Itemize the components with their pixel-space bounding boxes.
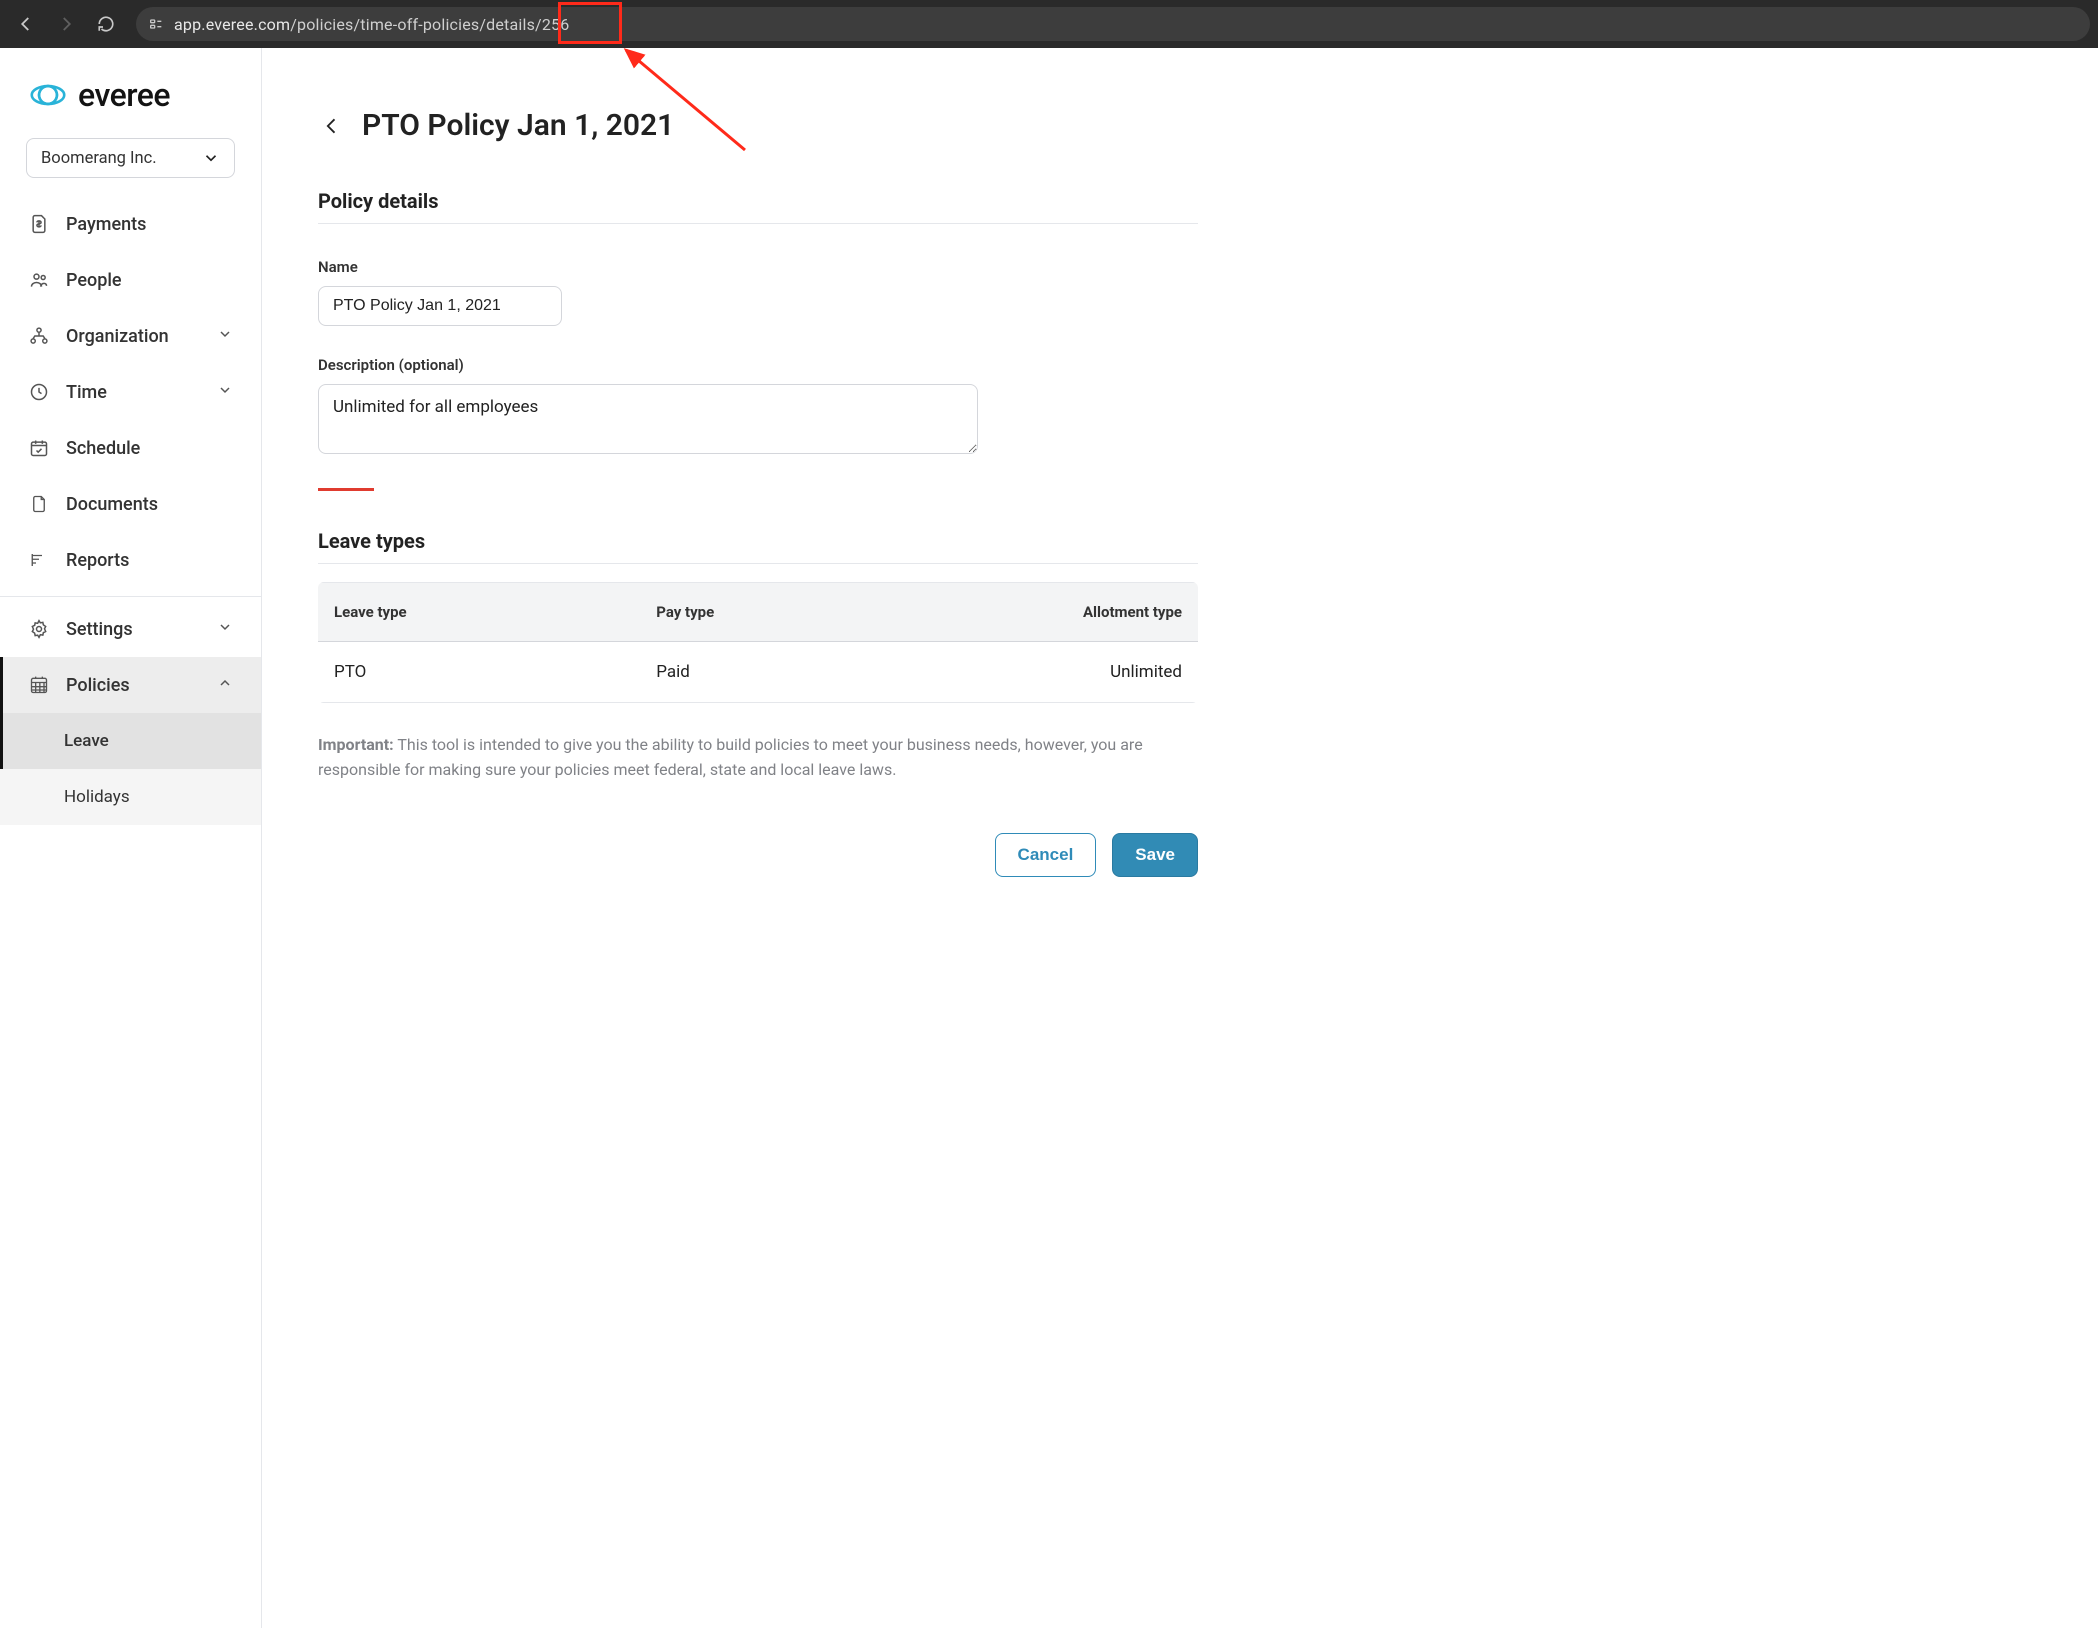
brand-name: everee: [78, 76, 170, 114]
sidebar-item-schedule[interactable]: Schedule: [0, 420, 261, 476]
sidebar-item-label: Time: [66, 382, 107, 403]
chevron-down-icon: [202, 149, 220, 167]
documents-icon: [28, 493, 50, 515]
sidebar-item-policies[interactable]: Policies: [0, 657, 261, 713]
sidebar-subitem-label: Holidays: [64, 787, 130, 807]
cell-leave-type: PTO: [334, 662, 656, 682]
sidebar-item-label: Payments: [66, 214, 146, 235]
policies-icon: [28, 674, 50, 696]
section-title-details: Policy details: [318, 189, 1198, 213]
chevron-down-icon: [217, 326, 233, 347]
org-selector-label: Boomerang Inc.: [41, 149, 157, 168]
disclaimer-label: Important:: [318, 735, 394, 754]
browser-chrome: app.everee.com/policies/time-off-policie…: [0, 0, 2098, 48]
chevron-up-icon: [217, 675, 233, 696]
sidebar-item-organization[interactable]: Organization: [0, 308, 261, 364]
sidebar-item-label: Policies: [66, 675, 130, 696]
page-header: PTO Policy Jan 1, 2021: [318, 108, 1198, 143]
sidebar-item-people[interactable]: People: [0, 252, 261, 308]
chevron-down-icon: [217, 619, 233, 640]
disclaimer-text: This tool is intended to give you the ab…: [318, 735, 1143, 779]
sidebar-item-time[interactable]: Time: [0, 364, 261, 420]
everee-logo-icon: [28, 82, 68, 108]
save-button[interactable]: Save: [1112, 833, 1198, 877]
action-row: Cancel Save: [318, 833, 1198, 877]
field-description: Description (optional): [318, 356, 1198, 458]
sidebar-subitem-holidays[interactable]: Holidays: [0, 769, 261, 825]
back-chevron[interactable]: [318, 112, 346, 140]
field-name: Name: [318, 258, 1198, 326]
gear-icon: [28, 618, 50, 640]
accent-bar: [318, 488, 374, 491]
sidebar-item-documents[interactable]: Documents: [0, 476, 261, 532]
section-title-leave-types: Leave types: [318, 529, 1198, 553]
time-icon: [28, 381, 50, 403]
name-input[interactable]: [318, 286, 562, 326]
sidebar-item-label: Settings: [66, 619, 133, 640]
sidebar-item-payments[interactable]: Payments: [0, 196, 261, 252]
reload-button[interactable]: [88, 6, 124, 42]
field-label-name: Name: [318, 258, 1198, 276]
sidebar-item-label: Documents: [66, 494, 158, 515]
app-root: everee Boomerang Inc. Payments People Or…: [0, 48, 2098, 1628]
sidebar: everee Boomerang Inc. Payments People Or…: [0, 48, 262, 1628]
th-leave-type: Leave type: [334, 603, 656, 621]
url-text: app.everee.com/policies/time-off-policie…: [174, 15, 569, 34]
forward-button[interactable]: [48, 6, 84, 42]
sidebar-item-reports[interactable]: Reports: [0, 532, 261, 588]
sidebar-subitem-leave[interactable]: Leave: [0, 713, 261, 769]
sidebar-separator: [0, 596, 261, 597]
sidebar-subitem-label: Leave: [64, 731, 109, 751]
reports-icon: [28, 549, 50, 571]
table-row[interactable]: PTO Paid Unlimited: [318, 642, 1198, 703]
url-bar[interactable]: app.everee.com/policies/time-off-policie…: [136, 7, 2090, 41]
sidebar-item-label: People: [66, 270, 122, 291]
description-textarea[interactable]: [318, 384, 978, 454]
cell-allotment-type: Unlimited: [978, 662, 1182, 682]
sidebar-item-settings[interactable]: Settings: [0, 601, 261, 657]
back-button[interactable]: [8, 6, 44, 42]
chevron-down-icon: [217, 382, 233, 403]
th-allotment-type: Allotment type: [978, 603, 1182, 621]
table-header: Leave type Pay type Allotment type: [318, 582, 1198, 642]
cancel-button[interactable]: Cancel: [995, 833, 1097, 877]
org-selector[interactable]: Boomerang Inc.: [26, 138, 235, 178]
disclaimer: Important: This tool is intended to give…: [318, 733, 1198, 783]
leave-types-table: Leave type Pay type Allotment type PTO P…: [318, 582, 1198, 703]
sidebar-item-label: Reports: [66, 550, 129, 571]
people-icon: [28, 269, 50, 291]
organization-icon: [28, 325, 50, 347]
sidebar-group-policies: Policies Leave Holidays: [0, 657, 261, 825]
site-info-icon[interactable]: [148, 16, 164, 32]
section-rule: [318, 563, 1198, 564]
sidebar-item-label: Schedule: [66, 438, 140, 459]
main-content: PTO Policy Jan 1, 2021 Policy details Na…: [262, 48, 2098, 1628]
section-rule: [318, 223, 1198, 224]
page-title: PTO Policy Jan 1, 2021: [362, 108, 674, 143]
th-pay-type: Pay type: [656, 603, 978, 621]
field-label-desc: Description (optional): [318, 356, 1198, 374]
cell-pay-type: Paid: [656, 662, 978, 682]
brand-logo[interactable]: everee: [0, 72, 261, 132]
payments-icon: [28, 213, 50, 235]
sidebar-item-label: Organization: [66, 326, 169, 347]
schedule-icon: [28, 437, 50, 459]
